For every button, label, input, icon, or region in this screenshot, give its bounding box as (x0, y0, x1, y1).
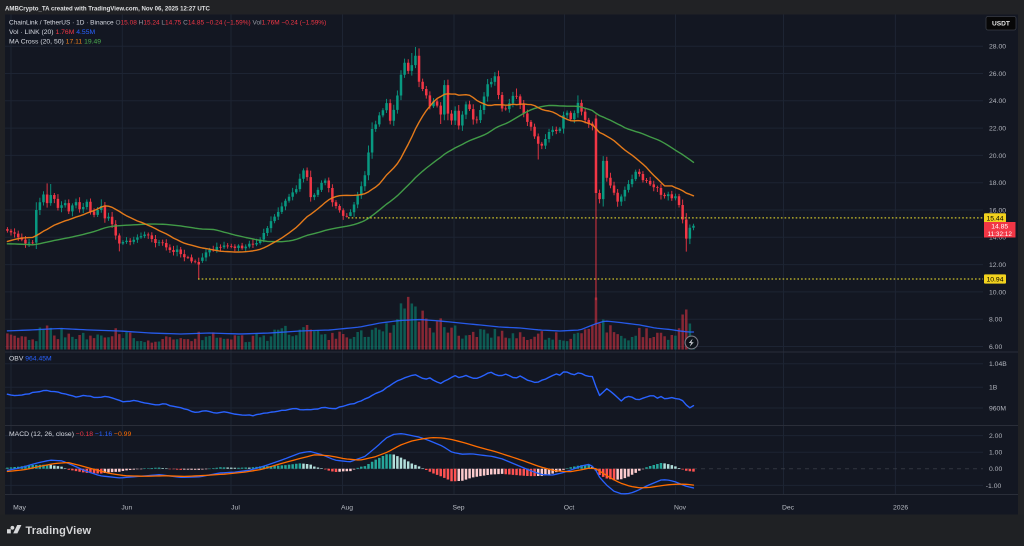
svg-text:-1.00: -1.00 (986, 483, 1002, 490)
svg-text:MA Cross (20, 50) 17.11 19.49: MA Cross (20, 50) 17.11 19.49 (9, 39, 101, 46)
svg-text:May: May (13, 504, 26, 511)
svg-text:USDT: USDT (992, 21, 1010, 28)
svg-text:14.00: 14.00 (989, 235, 1006, 242)
svg-text:1.00: 1.00 (989, 450, 1002, 457)
svg-text:12.00: 12.00 (989, 262, 1006, 269)
svg-text:18.00: 18.00 (989, 180, 1006, 187)
svg-text:OBV 964.45M: OBV 964.45M (9, 355, 52, 362)
svg-text:Nov: Nov (674, 504, 687, 511)
svg-text:24.00: 24.00 (989, 98, 1006, 105)
svg-text:11:32:12: 11:32:12 (987, 231, 1012, 238)
svg-text:22.00: 22.00 (989, 126, 1006, 133)
svg-text:MACD (12, 26, close) −0.18 −1.: MACD (12, 26, close) −0.18 −1.16 −0.99 (9, 431, 131, 438)
svg-text:Sep: Sep (452, 504, 464, 511)
svg-text:Jun: Jun (121, 504, 132, 511)
svg-text:8.00: 8.00 (989, 317, 1002, 324)
svg-text:10.94: 10.94 (986, 276, 1003, 283)
svg-text:ChainLink / TetherUS · 1D · Bi: ChainLink / TetherUS · 1D · Binance O15.… (9, 20, 326, 27)
svg-text:0.00: 0.00 (989, 466, 1002, 473)
svg-text:16.00: 16.00 (989, 207, 1006, 214)
svg-text:TradingView: TradingView (26, 525, 92, 537)
svg-text:2.00: 2.00 (989, 433, 1002, 440)
svg-text:1.04B: 1.04B (989, 361, 1007, 368)
svg-text:6.00: 6.00 (989, 344, 1002, 351)
svg-text:28.00: 28.00 (989, 44, 1006, 51)
svg-text:15.44: 15.44 (986, 215, 1003, 222)
svg-text:26.00: 26.00 (989, 71, 1006, 78)
svg-text:960M: 960M (989, 405, 1006, 412)
svg-text:Vol · LINK (20) 1.76M 4.55M: Vol · LINK (20) 1.76M 4.55M (9, 29, 95, 36)
svg-text:14.85: 14.85 (991, 223, 1008, 230)
svg-text:Aug: Aug (341, 504, 353, 511)
svg-text:AMBCrypto_TA created with Trad: AMBCrypto_TA created with TradingView.co… (5, 6, 210, 13)
svg-text:20.00: 20.00 (989, 153, 1006, 160)
svg-text:Jul: Jul (231, 504, 240, 511)
svg-text:2026: 2026 (893, 504, 908, 511)
svg-text:Oct: Oct (564, 504, 575, 511)
svg-text:10.00: 10.00 (989, 289, 1006, 296)
svg-text:1B: 1B (989, 385, 998, 392)
svg-text:Dec: Dec (782, 504, 795, 511)
